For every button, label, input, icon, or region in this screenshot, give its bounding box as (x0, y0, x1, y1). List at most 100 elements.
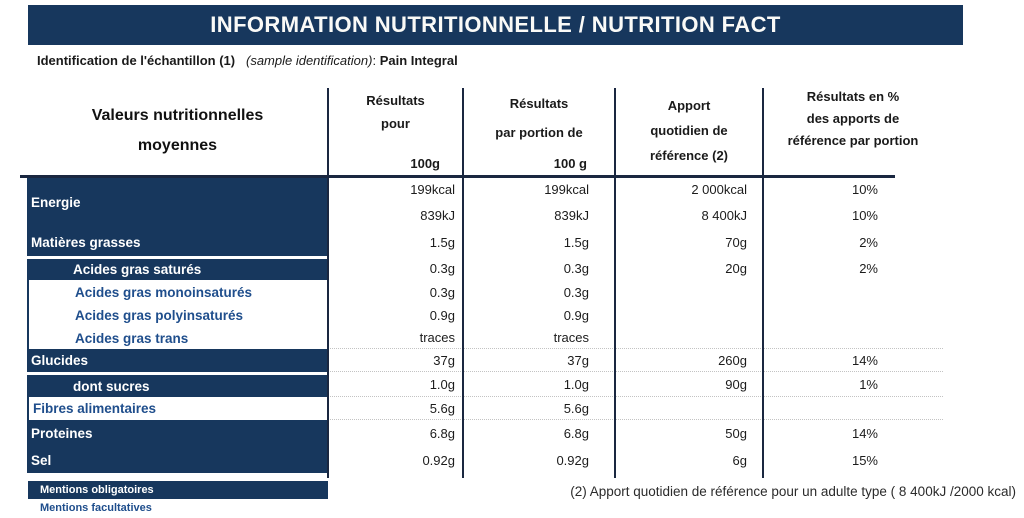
row-label: Glucides (27, 349, 328, 372)
row-value (615, 397, 763, 420)
identification-label-en: (sample identification) (245, 53, 373, 68)
row-value: 0.3g (429, 260, 455, 276)
row-label: Matières grasses (27, 228, 328, 256)
row-value: 37g (328, 349, 463, 372)
row-value (615, 304, 763, 327)
header-line: Résultats (509, 96, 569, 111)
table-row: Matières grasses 1.5g 1.5g 70g 2% (27, 228, 943, 256)
table-row: dont sucres 1.0g 1.0g 90g 1% (27, 372, 943, 397)
header-line: Valeurs nutritionnelles (91, 106, 264, 124)
row-value: 2% (859, 260, 878, 276)
row-value: 90g (615, 372, 763, 397)
row-label: Acides gras polyinsaturés (27, 304, 328, 327)
table-row: Glucides 37g 37g 260g 14% (27, 349, 943, 372)
row-value: 0.9g (563, 308, 589, 323)
row-value: 5.6g (463, 397, 615, 420)
header-line: référence (2) (649, 148, 729, 163)
row-value: 6.8g (429, 426, 455, 441)
row-value: 70g (725, 234, 747, 250)
identification-label-fr: Identification de l'échantillon (1) (37, 53, 236, 68)
nutrition-rows: Energie 199kcal 839kJ 199kcal 839kJ 2 000kcal… (27, 176, 943, 473)
header-underline (20, 175, 895, 178)
table-row: Proteines 6.8g 6.8g 50g 14% (27, 420, 943, 447)
row-label: Acides gras trans (27, 327, 328, 349)
row-value: 2 000kcal 8 400kJ (691, 181, 747, 223)
row-value: 0.3g (563, 260, 589, 276)
table-row: Energie 199kcal 839kJ 199kcal 839kJ 2 000kcal… (27, 176, 943, 228)
identification-separator: : (372, 53, 377, 68)
legend-mandatory-bar: Mentions obligatoires (28, 481, 328, 499)
table-row: Acides gras saturés 0.3g 0.3g 20g 2% (27, 256, 943, 280)
table-header-row: Valeurs nutritionnelles moyennes Résulta… (27, 85, 943, 176)
table-row: Sel 0.92g 0.92g 6g 15% (27, 447, 943, 473)
header-col-apport-quotidien: Apport quotidien de référence (2) (615, 85, 763, 176)
legend-optional-label: Mentions facultatives (40, 502, 152, 514)
header-col-resultats-100g: Résultats pour 100g (328, 85, 463, 176)
row-value: 0.92g (422, 452, 455, 468)
row-label: Acides gras monoinsaturés (27, 280, 328, 304)
header-line: moyennes (137, 136, 218, 154)
row-value (763, 397, 943, 420)
row-value: 2% (859, 234, 878, 250)
sample-name: Pain Integral (379, 53, 458, 68)
header-line: Résultats (366, 93, 425, 108)
header-line: par portion de (495, 125, 583, 140)
header-line: pour (381, 116, 410, 131)
row-value: 6.8g (563, 426, 589, 441)
header-col-pourcentage-apports: Résultats en % des apports de référence … (763, 85, 943, 176)
header-values-nutritionnelles: Valeurs nutritionnelles moyennes (27, 85, 328, 176)
row-value: traces (463, 327, 615, 349)
column-separator (762, 88, 764, 478)
header-line: Apport (667, 98, 711, 113)
row-value: 0.3g (563, 284, 589, 300)
row-value: 1.5g (563, 234, 589, 250)
row-value (763, 304, 943, 327)
header-line: quotidien de (650, 123, 728, 138)
sample-identification-line: Identification de l'échantillon (1) (sam… (37, 53, 458, 68)
table-row: Acides gras polyinsaturés 0.9g 0.9g (27, 304, 943, 327)
reference-footnote: (2) Apport quotidien de référence pour u… (570, 484, 1016, 499)
nutrition-table: Valeurs nutritionnelles moyennes Résulta… (27, 85, 943, 473)
row-value: 199kcal 839kJ (410, 181, 455, 223)
column-separator (327, 88, 329, 478)
row-value: 10% 10% (851, 181, 878, 223)
header-line: des apports de (806, 111, 900, 126)
row-value: 0.92g (556, 452, 589, 468)
column-separator (614, 88, 616, 478)
legend-mandatory-label: Mentions obligatoires (40, 484, 154, 496)
row-value: 1% (763, 372, 943, 397)
row-value: 1.5g (429, 234, 455, 250)
row-value: 50g (725, 426, 747, 441)
row-label: Acides gras saturés (27, 256, 328, 280)
row-value: 6g (732, 452, 747, 468)
table-row: Acides gras trans traces traces (27, 327, 943, 349)
header-line: Résultats en % (806, 89, 900, 104)
row-label: Energie (27, 176, 328, 228)
row-value: 0.9g (429, 308, 455, 323)
row-label: Fibres alimentaires (27, 397, 328, 420)
header-line: référence par portion (787, 133, 919, 148)
header-unit: 100 g (553, 156, 587, 171)
column-separator (462, 88, 464, 478)
row-value: 15% (851, 452, 878, 468)
row-value: 20g (725, 260, 747, 276)
header-col-resultats-portion: Résultats par portion de 100 g (463, 85, 615, 176)
row-value (763, 280, 943, 304)
row-value: 5.6g (328, 397, 463, 420)
table-row: Fibres alimentaires 5.6g 5.6g (27, 397, 943, 420)
row-value: 14% (851, 426, 878, 441)
document-title: INFORMATION NUTRITIONNELLE / NUTRITION F… (210, 12, 781, 37)
row-value: 1.0g (463, 372, 615, 397)
row-value: 199kcal 839kJ (544, 181, 589, 223)
row-label: Proteines (27, 420, 328, 447)
row-value: 14% (763, 349, 943, 372)
row-value (615, 280, 763, 304)
row-label: Sel (27, 447, 328, 473)
row-value: 260g (615, 349, 763, 372)
table-row: Acides gras monoinsaturés 0.3g 0.3g (27, 280, 943, 304)
row-value (615, 327, 763, 349)
row-value: 37g (463, 349, 615, 372)
row-value (763, 327, 943, 349)
row-value: 0.3g (429, 284, 455, 300)
